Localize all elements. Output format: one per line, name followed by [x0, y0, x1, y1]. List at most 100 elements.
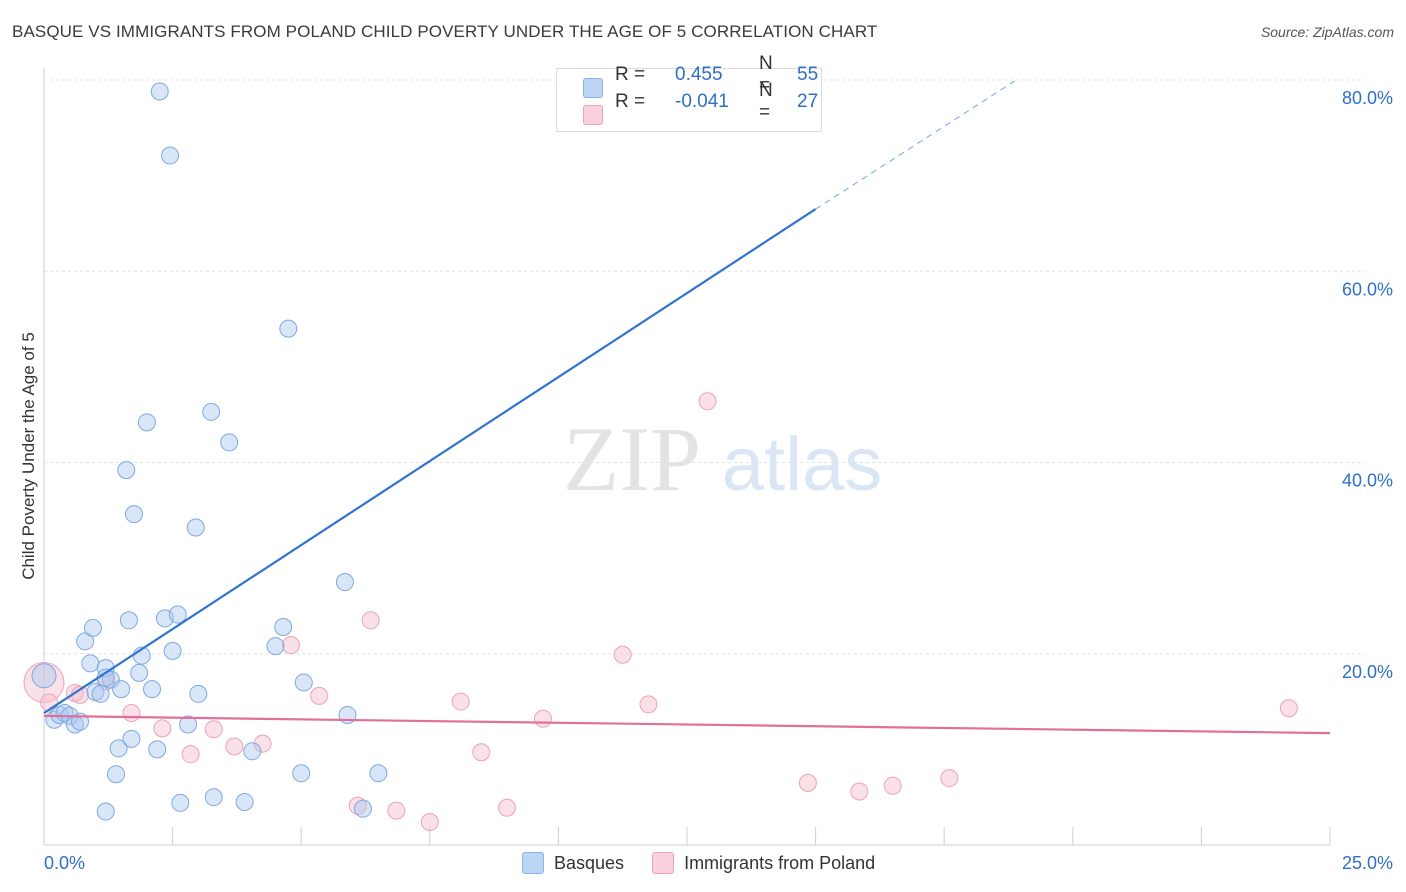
- poland-point: [420, 813, 439, 832]
- n-value: 27: [797, 91, 819, 112]
- y-tick-label: 20.0%: [1342, 662, 1393, 682]
- poland-trend-line: [43, 714, 1331, 735]
- basques-point: [130, 663, 149, 682]
- basques-point: [189, 684, 208, 703]
- x-tick-label: 0.0%: [44, 853, 85, 873]
- poland-point: [310, 686, 329, 705]
- basques-point: [168, 605, 187, 624]
- r-value: 0.455: [675, 64, 723, 85]
- r-label: R =: [615, 64, 646, 85]
- y-axis-label: Child Poverty Under the Age of 5: [19, 332, 38, 580]
- basques-point: [76, 632, 95, 651]
- poland-point: [451, 692, 470, 711]
- axis-ticks: [43, 827, 1331, 845]
- basques-point: [292, 764, 311, 783]
- poland-point: [613, 645, 632, 664]
- n-label: N =: [759, 53, 773, 96]
- series-basques-points: [31, 68, 614, 821]
- watermark: ZIP atlas: [563, 408, 882, 510]
- basques-trend-line: [43, 208, 817, 714]
- poland-point: [533, 709, 552, 728]
- y-tick-label: 40.0%: [1342, 471, 1393, 491]
- y-tick-labels: 20.0% 40.0% 60.0% 80.0%: [1342, 88, 1393, 682]
- basques-point: [353, 799, 372, 818]
- legend-label-poland: Immigrants from Poland: [684, 852, 876, 873]
- poland-point: [798, 773, 817, 792]
- basques-point: [125, 505, 144, 524]
- y-tick-label: 60.0%: [1342, 279, 1393, 299]
- r-value: -0.041: [675, 91, 729, 112]
- chart-title: BASQUE VS IMMIGRANTS FROM POLAND CHILD P…: [12, 22, 878, 41]
- basques-trend-extension: [815, 79, 1017, 210]
- basques-point: [186, 518, 205, 537]
- stats-swatch-basques: [583, 78, 603, 98]
- legend-label-basques: Basques: [554, 852, 625, 873]
- basques-point: [148, 740, 167, 759]
- poland-point: [497, 798, 516, 817]
- chart-source: Source: ZipAtlas.com: [1260, 24, 1394, 40]
- basques-point: [171, 793, 190, 812]
- poland-point: [153, 719, 172, 738]
- basques-point: [279, 319, 298, 338]
- basques-point: [204, 788, 223, 807]
- basques-point: [117, 461, 136, 480]
- n-value: 55: [797, 64, 819, 85]
- basques-point: [274, 617, 293, 636]
- poland-point: [122, 704, 141, 723]
- poland-point: [253, 734, 272, 753]
- x-tick-labels: 0.0% 25.0%: [44, 853, 1393, 873]
- poland-point: [181, 745, 200, 764]
- basques-point: [81, 654, 100, 673]
- basques-point: [137, 413, 156, 432]
- basques-point: [143, 680, 162, 699]
- poland-point: [883, 776, 902, 795]
- poland-point: [361, 611, 380, 630]
- basques-point: [150, 82, 169, 101]
- legend-item-poland: Immigrants from Poland: [652, 852, 875, 874]
- basques-point: [161, 146, 180, 165]
- x-tick-label: 25.0%: [1342, 853, 1393, 873]
- basques-point: [163, 641, 182, 660]
- basques-point: [119, 611, 138, 630]
- basques-point: [179, 715, 198, 734]
- basques-point: [109, 739, 128, 758]
- basques-point: [31, 663, 57, 689]
- basques-point: [266, 637, 285, 656]
- legend-item-basques: Basques: [522, 852, 624, 874]
- basques-point: [220, 433, 239, 452]
- basques-point: [243, 742, 262, 761]
- basques-point: [112, 680, 131, 699]
- stats-swatch-poland: [583, 105, 603, 125]
- poland-point: [23, 661, 65, 703]
- watermark-zip: ZIP: [563, 408, 701, 510]
- basques-point: [235, 792, 254, 811]
- poland-point: [472, 743, 491, 762]
- poland-point: [940, 769, 959, 788]
- poland-point: [698, 392, 717, 411]
- basques-point: [96, 802, 115, 821]
- poland-point: [204, 720, 223, 739]
- legend-swatch-poland: [652, 852, 675, 874]
- poland-point: [850, 782, 869, 801]
- chart-legend: Basques Immigrants from Poland: [522, 852, 875, 874]
- basques-point: [122, 729, 141, 748]
- watermark-atlas: atlas: [722, 422, 883, 507]
- basques-point: [294, 673, 313, 692]
- basques-point: [369, 764, 388, 783]
- trend-lines: [43, 79, 1331, 735]
- n-label: N =: [759, 80, 773, 123]
- poland-point: [639, 695, 658, 714]
- poland-point: [281, 636, 300, 655]
- basques-point: [202, 402, 221, 421]
- correlation-stats-box: R = 0.455 N = 55 R = -0.041 N = 27: [556, 53, 822, 132]
- poland-point: [387, 801, 406, 820]
- legend-swatch-basques: [522, 852, 544, 874]
- basques-point: [335, 573, 354, 592]
- basques-point: [107, 765, 126, 784]
- y-tick-label: 80.0%: [1342, 88, 1393, 108]
- r-label: R =: [615, 91, 646, 112]
- poland-point: [225, 737, 244, 756]
- poland-point: [1279, 699, 1298, 718]
- basques-point: [91, 684, 110, 703]
